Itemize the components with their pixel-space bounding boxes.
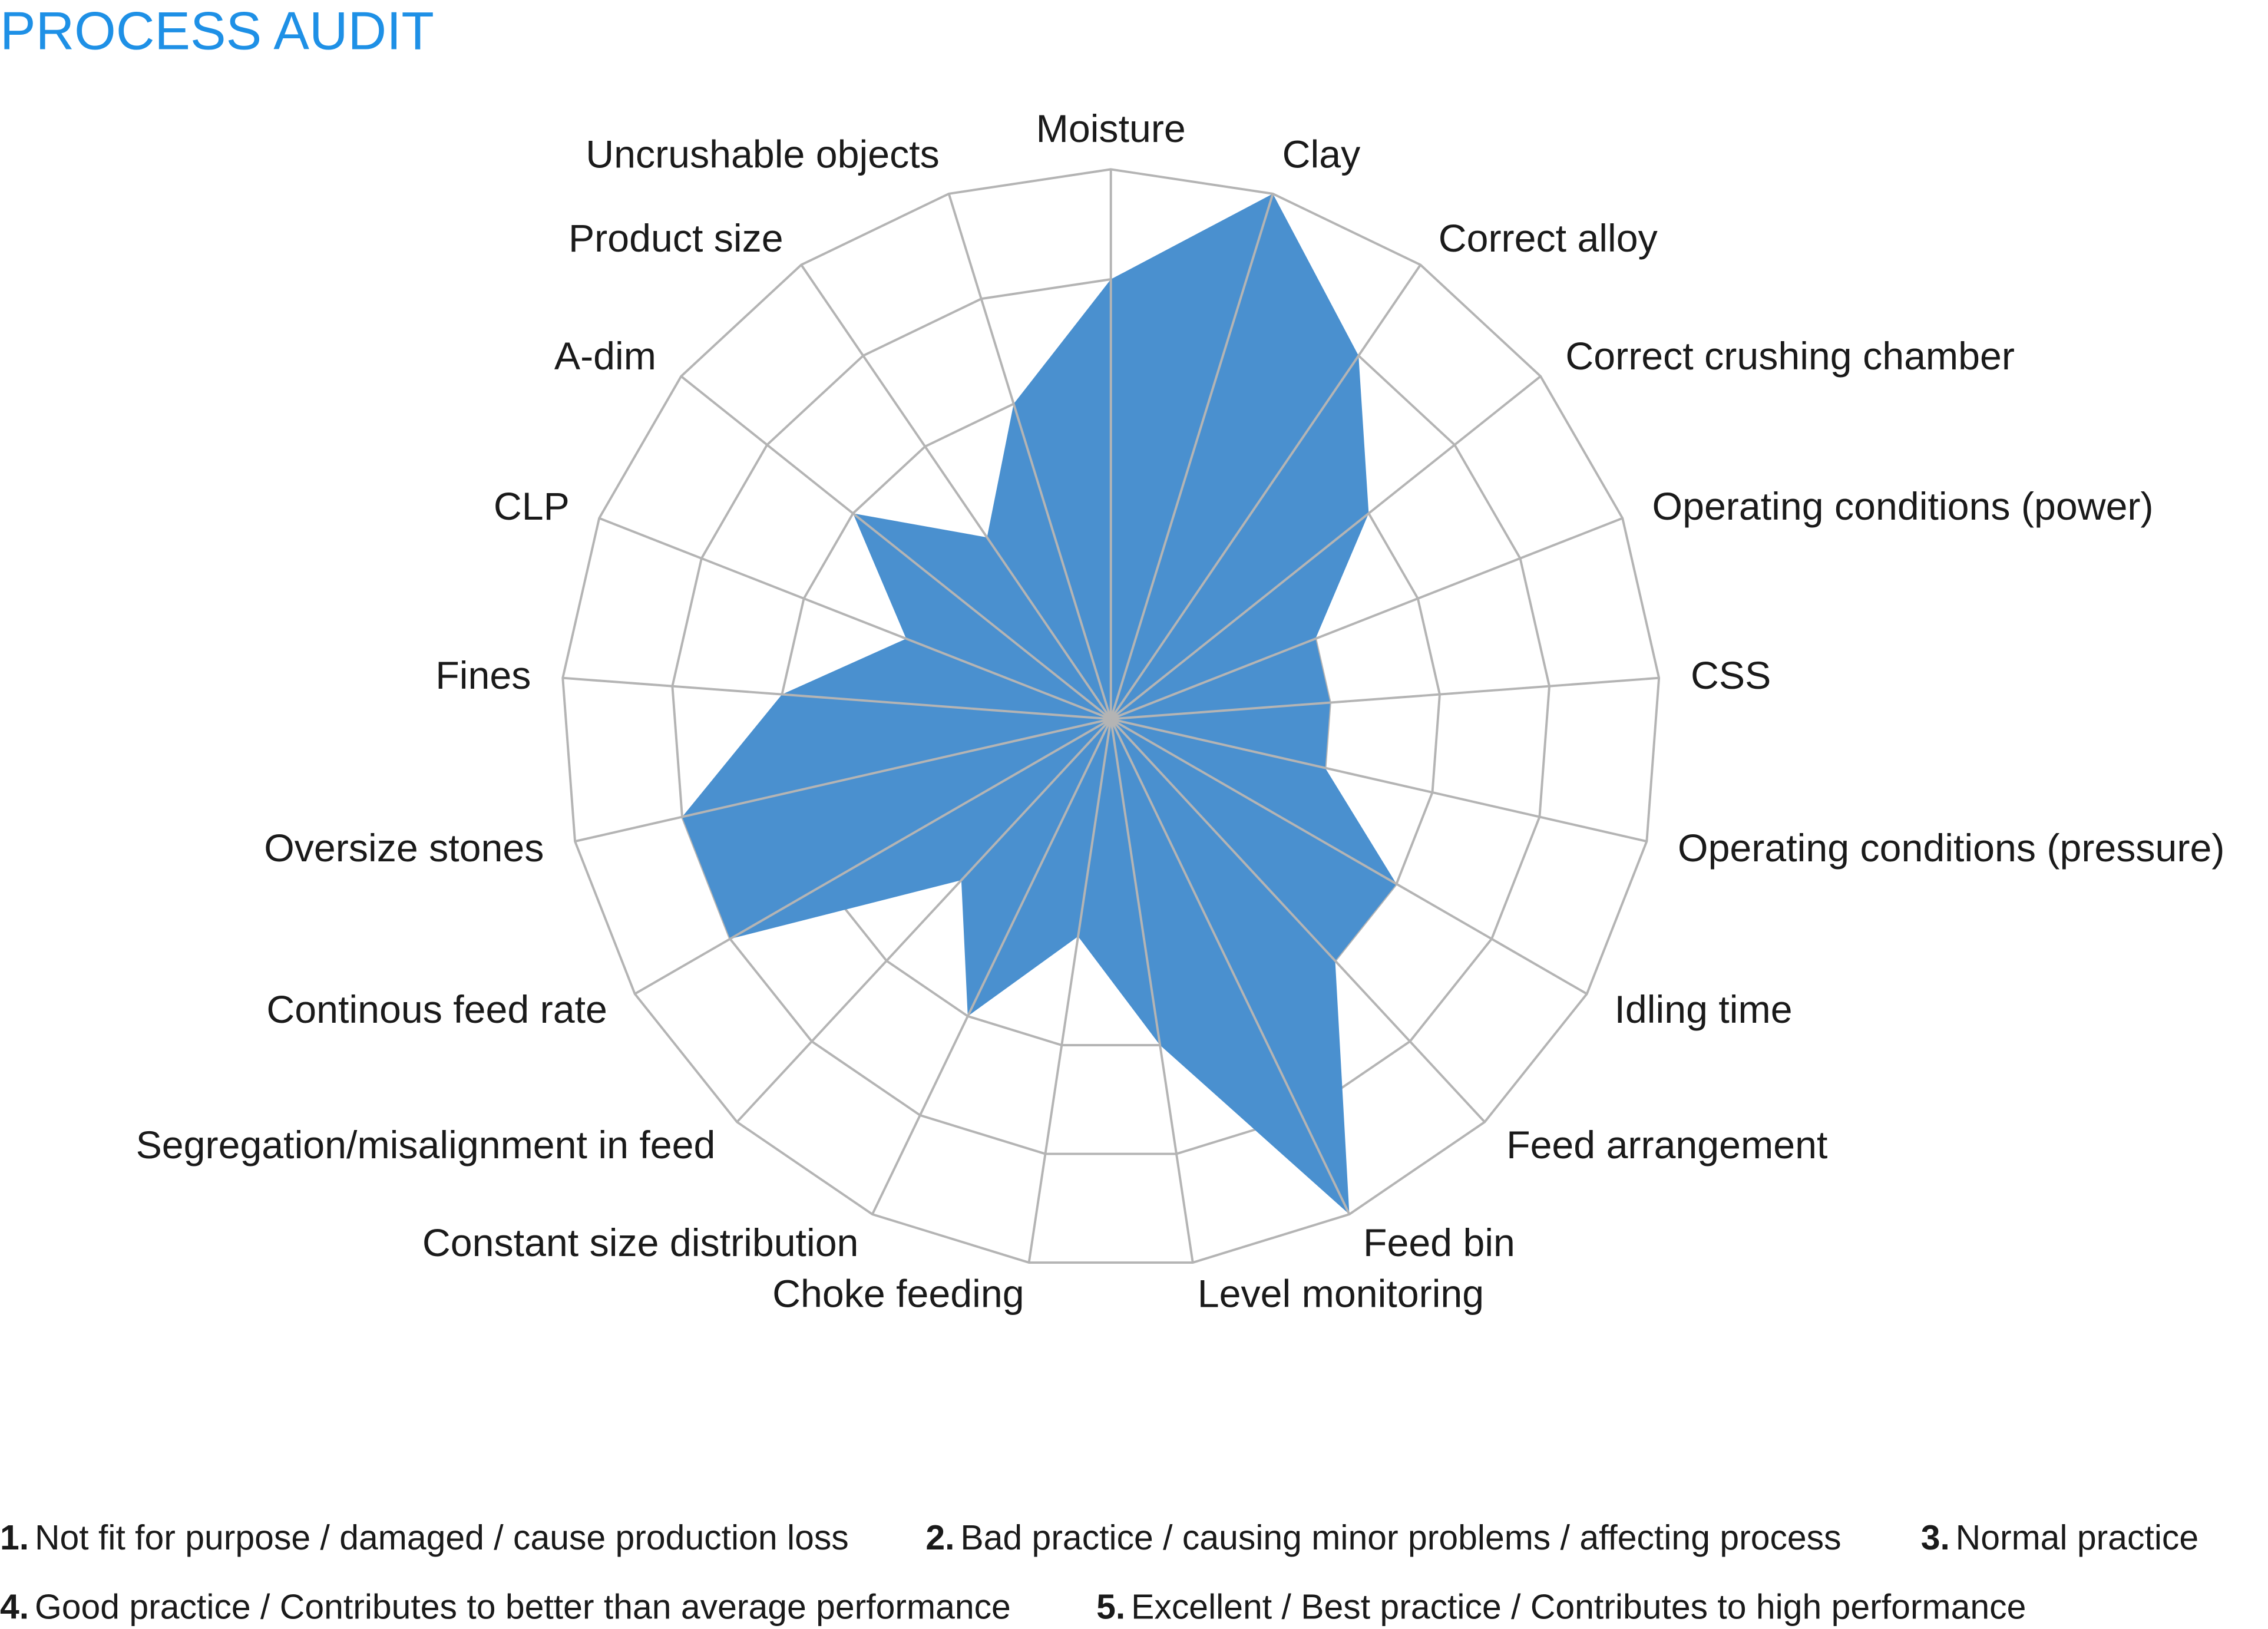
- data-area: [682, 193, 1397, 1215]
- spoke: [574, 718, 1112, 842]
- spoke: [1110, 718, 1588, 995]
- grid-ring-5: [561, 168, 1661, 1264]
- spoke: [947, 193, 1112, 720]
- axis-label: Fines: [435, 654, 531, 698]
- axis-label: Correct crushing chamber: [1565, 335, 2015, 378]
- axis-label: Product size: [568, 217, 783, 260]
- legend-item-2: 2. Bad practice / causing minor problems …: [925, 1519, 1841, 1557]
- spoke: [736, 718, 1112, 1123]
- spoke: [680, 375, 1112, 720]
- axis-label: Uncrushable objects: [586, 133, 940, 177]
- legend-item-4: 4. Good practice / Contributes to better …: [0, 1588, 1011, 1627]
- axis-label: Segregation/misalignment in feed: [136, 1124, 716, 1167]
- axis-label: Correct alloy: [1439, 217, 1658, 260]
- spoke: [1109, 718, 1351, 1215]
- axis-label: Operating conditions (pressure): [1678, 827, 2224, 870]
- axis-label: Operating conditions (power): [1652, 485, 2154, 528]
- legend: 1. Not fit for purpose / damaged / cause …: [0, 1519, 2198, 1627]
- spoke: [1109, 719, 1194, 1263]
- axis-label: CSS: [1691, 654, 1771, 698]
- axis-label: Continous feed rate: [266, 988, 607, 1032]
- spoke: [599, 517, 1112, 721]
- axis-labels: Moisture Clay Correct alloy Correct crushin…: [136, 107, 2225, 1316]
- radar-area: [682, 193, 1397, 1215]
- spoke: [1027, 719, 1112, 1263]
- spoke: [1110, 375, 1542, 720]
- axis-label: A-dim: [554, 335, 656, 378]
- radar-spokes: [563, 169, 1659, 1263]
- axis-label: Feed bin: [1363, 1221, 1515, 1265]
- spoke: [1110, 718, 1486, 1123]
- grid-ring-4: [671, 278, 1551, 1155]
- legend-item-5: 5. Excellent / Best practice / Contribute…: [1096, 1588, 2026, 1627]
- spoke: [1110, 676, 1659, 721]
- axis-label: Constant size distribution: [422, 1221, 859, 1265]
- spoke: [563, 676, 1111, 721]
- legend-item-1: 1. Not fit for purpose / damaged / cause …: [0, 1519, 849, 1557]
- spoke: [1110, 517, 1623, 721]
- axis-label: CLP: [494, 485, 570, 528]
- axis-label: Level monitoring: [1198, 1273, 1484, 1316]
- spoke: [800, 264, 1112, 720]
- grid-ring-3: [781, 388, 1441, 1046]
- axis-label: Clay: [1282, 133, 1361, 177]
- axis-label: Feed arrangement: [1506, 1124, 1827, 1167]
- legend-item-3: 3. Normal practice: [1921, 1519, 2198, 1557]
- axis-label: Oversize stones: [264, 827, 544, 870]
- spoke: [1109, 193, 1274, 720]
- spoke: [1110, 718, 1647, 842]
- spoke: [1110, 264, 1421, 720]
- axis-label: Moisture: [1036, 107, 1186, 151]
- spoke: [871, 718, 1112, 1215]
- spoke: [634, 718, 1112, 995]
- chart-title: PROCESS AUDIT: [0, 2, 434, 61]
- axis-label: Choke feeding: [772, 1273, 1024, 1316]
- axis-label: Idling time: [1615, 988, 1793, 1032]
